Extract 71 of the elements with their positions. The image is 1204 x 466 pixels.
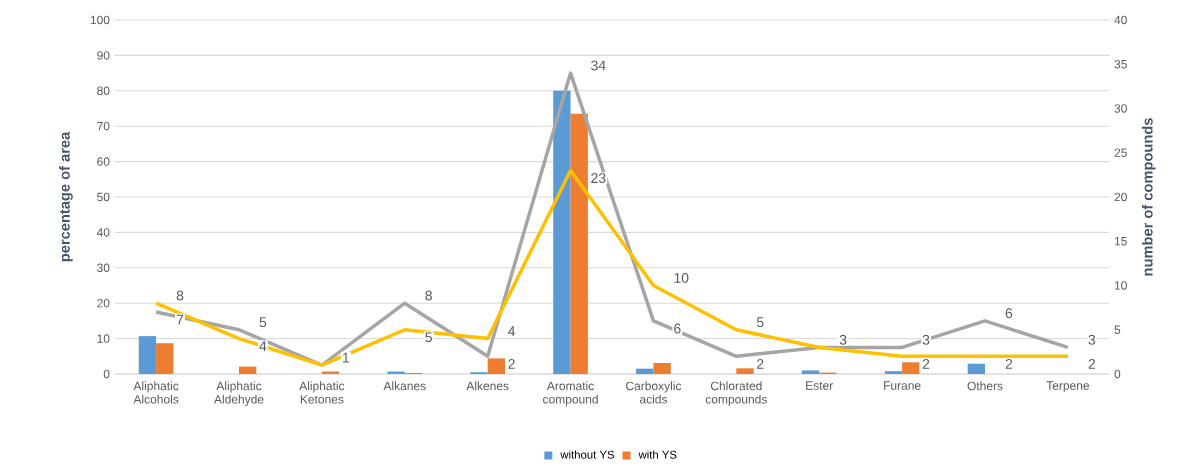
data-label: 4 [259, 341, 267, 351]
y2-tick-label: 10 [1114, 281, 1127, 290]
data-label: 3 [839, 334, 847, 345]
data-label: 3 [922, 334, 930, 345]
y-tick-label: 50 [97, 192, 110, 202]
bar [156, 343, 174, 375]
data-label: 23 [591, 173, 606, 184]
y-tick-label: 80 [97, 86, 110, 96]
bar [487, 358, 505, 375]
y-tick-label: 10 [97, 334, 110, 343]
bar [570, 113, 588, 375]
data-label: 2 [922, 359, 930, 369]
y-tick-label: 60 [97, 157, 110, 166]
x-tick-label: Others [967, 381, 1003, 391]
data-label: 2 [508, 359, 515, 369]
x-tick-label: Aliphatic Alcohols [133, 381, 179, 404]
data-label: 2 [1005, 359, 1013, 369]
bar [967, 363, 985, 375]
x-tick-label: Terpene [1046, 381, 1090, 393]
bar [736, 368, 754, 375]
x-tick-label: Aromatic compound [543, 381, 598, 406]
x-tick-label: Furane [884, 381, 921, 390]
bar [553, 90, 571, 375]
data-label: 3 [1088, 334, 1096, 345]
x-tick-label: Aliphatic Ketones [299, 381, 345, 404]
x-tick-label: Carboxylic acids [626, 381, 682, 404]
y-tick-label: 0 [103, 369, 110, 379]
y2-tick-label: 0 [1114, 369, 1121, 379]
data-label: 5 [756, 317, 764, 328]
x-tick-label: Aliphatic Aldehyde [214, 381, 264, 406]
data-label: 8 [425, 290, 432, 301]
data-label: 2 [1088, 359, 1095, 369]
y-tick-label: 40 [96, 228, 110, 237]
data-label: 10 [674, 272, 689, 283]
legend-label: without YS [560, 450, 615, 459]
data-label: 7 [176, 314, 184, 325]
legend-label: with YS [638, 450, 677, 459]
y2-tick-label: 40 [1114, 15, 1127, 25]
y-tick-label: 90 [97, 51, 110, 60]
x-tick-label: Ester [806, 381, 834, 390]
bar [653, 363, 671, 375]
y2-tick-label: 30 [1114, 104, 1127, 113]
y2-axis-title: number of compounds [1141, 118, 1156, 276]
x-tick-label: Alkenes [466, 381, 509, 391]
y-axis-title: percentage of area [59, 131, 73, 262]
x-tick-label: Alkanes [383, 381, 426, 391]
data-label: 34 [591, 60, 606, 71]
data-label: 5 [259, 317, 267, 328]
bar [636, 368, 654, 375]
data-label: 5 [425, 332, 432, 343]
x-tick-label: Chlorated compounds [705, 381, 767, 406]
data-label: 2 [757, 359, 764, 369]
y2-tick-label: 5 [1114, 325, 1121, 334]
y2-tick-label: 15 [1114, 237, 1127, 246]
y2-tick-label: 35 [1114, 60, 1127, 69]
bar [138, 336, 157, 375]
bar [884, 371, 903, 375]
data-label: 1 [342, 352, 349, 363]
y-tick-label: 70 [97, 121, 110, 131]
y-tick-label: 20 [97, 298, 110, 308]
data-label: 4 [507, 326, 516, 336]
y-tick-label: 30 [97, 263, 110, 273]
data-label: 8 [176, 290, 184, 301]
y2-tick-label: 20 [1114, 192, 1127, 202]
bar [902, 362, 920, 375]
data-label: 6 [674, 323, 681, 334]
data-label: 6 [1005, 308, 1013, 319]
bar [801, 370, 820, 375]
bar [239, 366, 257, 375]
y-tick-label: 100 [90, 15, 110, 25]
y2-tick-label: 25 [1114, 148, 1127, 158]
